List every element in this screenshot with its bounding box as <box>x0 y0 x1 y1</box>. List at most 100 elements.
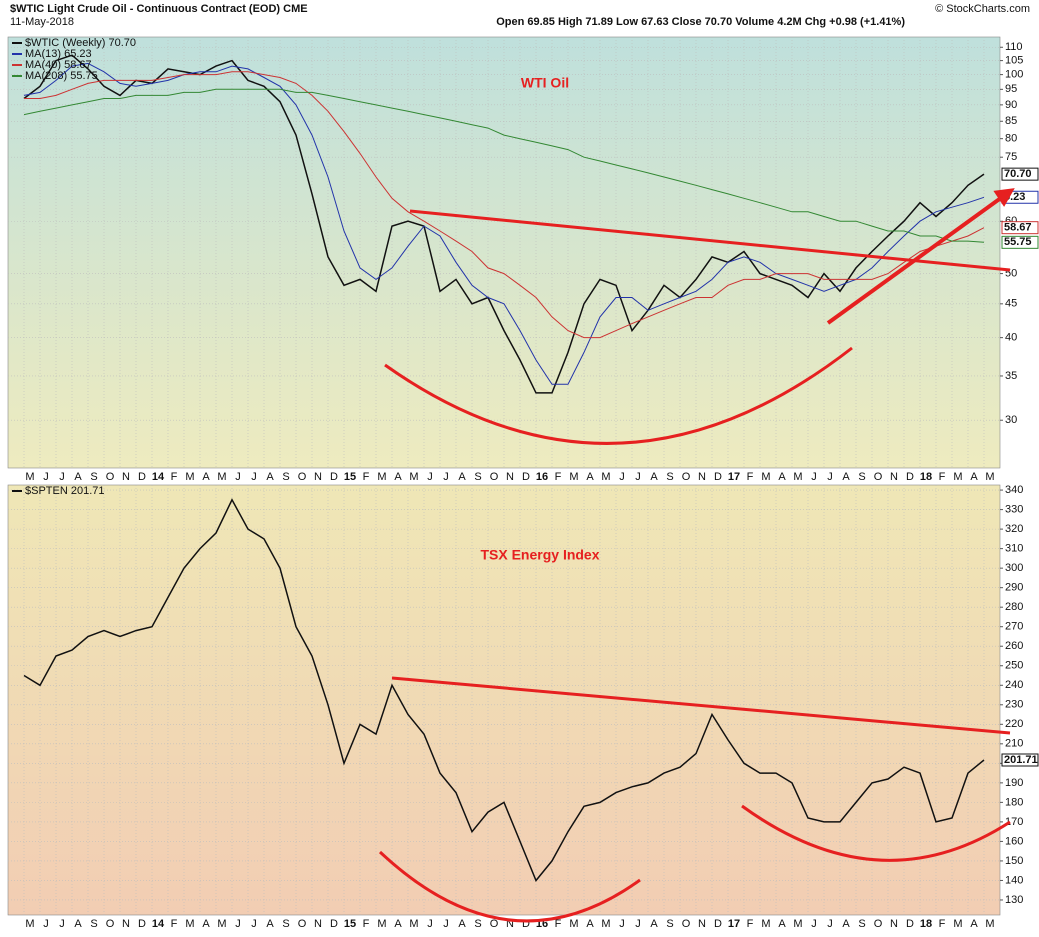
y-tick-label: 35 <box>1005 370 1017 382</box>
x-tick-label: 15 <box>344 918 356 930</box>
x-tick-label: N <box>698 471 706 483</box>
y-tick-label: 110 <box>1005 41 1023 53</box>
x-tick-label: A <box>394 471 402 483</box>
x-tick-label: F <box>747 471 754 483</box>
x-tick-label: A <box>394 918 402 930</box>
arc <box>384 346 853 445</box>
y-tick-label: 280 <box>1005 601 1023 613</box>
x-tick-label: F <box>747 918 754 930</box>
x-tick-label: M <box>217 471 226 483</box>
x-tick-label: J <box>619 471 625 483</box>
x-tick-label: 18 <box>920 471 932 483</box>
x-tick-label: 14 <box>152 471 165 483</box>
x-tick-label: O <box>106 471 115 483</box>
x-tick-label: F <box>171 471 178 483</box>
x-tick-label: M <box>25 918 34 930</box>
x-tick-label: J <box>827 918 833 930</box>
x-tick-label: D <box>330 918 338 930</box>
x-tick-label: M <box>985 918 994 930</box>
x-tick-label: O <box>298 471 307 483</box>
y-tick-label: 230 <box>1005 699 1023 711</box>
x-tick-label: N <box>122 471 130 483</box>
end-label-box <box>1001 167 1039 181</box>
annotation-shapes <box>378 188 1015 923</box>
x-tick-label: A <box>266 471 274 483</box>
y-tick-label: 170 <box>1005 816 1023 828</box>
trendline <box>826 193 1007 325</box>
end-label: 70.70 <box>1004 168 1032 180</box>
x-tick-label: M <box>761 471 770 483</box>
x-tick-label: M <box>409 918 418 930</box>
y-tick-label: 310 <box>1005 543 1023 555</box>
x-tick-label: J <box>635 471 641 483</box>
y-tick-label: 270 <box>1005 621 1023 633</box>
y-tick-label: 340 <box>1005 484 1023 496</box>
x-tick-label: A <box>266 918 274 930</box>
legend-label: $WTIC (Weekly) 70.70 <box>25 37 136 49</box>
series-line <box>23 54 985 394</box>
y-tick-label: 180 <box>1005 796 1023 808</box>
arc <box>741 804 1011 862</box>
x-tick-label: D <box>714 918 722 930</box>
y-tick-label: 80 <box>1005 133 1017 145</box>
annotation: TSX Energy Index <box>480 547 599 563</box>
y-tick-label: 150 <box>1005 855 1023 867</box>
y-tick-label: 250 <box>1005 660 1023 672</box>
y-tick-label: 30 <box>1005 414 1017 426</box>
x-tick-label: 18 <box>920 918 932 930</box>
plot-background <box>7 484 1001 916</box>
x-tick-label: J <box>59 471 65 483</box>
y-tick-label: 160 <box>1005 835 1023 847</box>
series-line <box>23 498 985 882</box>
x-tick-label: 17 <box>728 918 740 930</box>
x-tick-label: M <box>601 918 610 930</box>
x-tick-label: J <box>43 471 49 483</box>
x-tick-label: J <box>443 471 449 483</box>
x-tick-label: S <box>666 471 673 483</box>
x-tick-label: S <box>282 918 289 930</box>
legend-label: $SPTEN 201.71 <box>25 485 105 497</box>
y-tick-label: 320 <box>1005 523 1023 535</box>
x-tick-label: J <box>827 471 833 483</box>
x-tick-label: F <box>555 471 562 483</box>
x-tick-label: A <box>778 918 786 930</box>
x-tick-label: O <box>874 471 883 483</box>
x-tick-label: F <box>363 471 370 483</box>
x-tick-label: D <box>330 471 338 483</box>
y-tick-label: 130 <box>1005 894 1023 906</box>
x-tick-label: D <box>522 918 530 930</box>
y-tick-label: 330 <box>1005 504 1023 516</box>
x-tick-label: A <box>778 471 786 483</box>
trendline <box>409 209 1011 272</box>
x-tick-label: 16 <box>536 471 548 483</box>
x-tick-label: O <box>490 471 499 483</box>
y-tick-label: 240 <box>1005 679 1023 691</box>
x-tick-label: O <box>682 471 691 483</box>
x-tick-label: F <box>939 918 946 930</box>
x-tick-label: F <box>939 471 946 483</box>
x-tick-label: D <box>906 918 914 930</box>
x-tick-label: M <box>793 471 802 483</box>
x-tick-label: A <box>842 471 850 483</box>
legend-label: MA(13) 65.23 <box>25 48 92 60</box>
x-tick-label: S <box>858 471 865 483</box>
annotation: WTI Oil <box>521 75 569 91</box>
x-tick-label: M <box>185 471 194 483</box>
x-tick-label: M <box>601 471 610 483</box>
x-tick-label: O <box>106 918 115 930</box>
x-tick-label: O <box>874 918 883 930</box>
x-tick-label: 17 <box>728 471 740 483</box>
x-tick-label: A <box>586 471 594 483</box>
x-tick-label: J <box>427 471 433 483</box>
end-label-box <box>1001 753 1039 767</box>
x-tick-label: J <box>59 918 65 930</box>
x-tick-label: A <box>970 918 978 930</box>
x-tick-label: M <box>217 918 226 930</box>
x-tick-label: D <box>906 471 914 483</box>
x-tick-label: 15 <box>344 471 356 483</box>
x-tick-label: J <box>443 918 449 930</box>
end-label: 55.75 <box>1004 236 1032 248</box>
y-tick-label: 75 <box>1005 151 1017 163</box>
x-tick-label: D <box>522 471 530 483</box>
